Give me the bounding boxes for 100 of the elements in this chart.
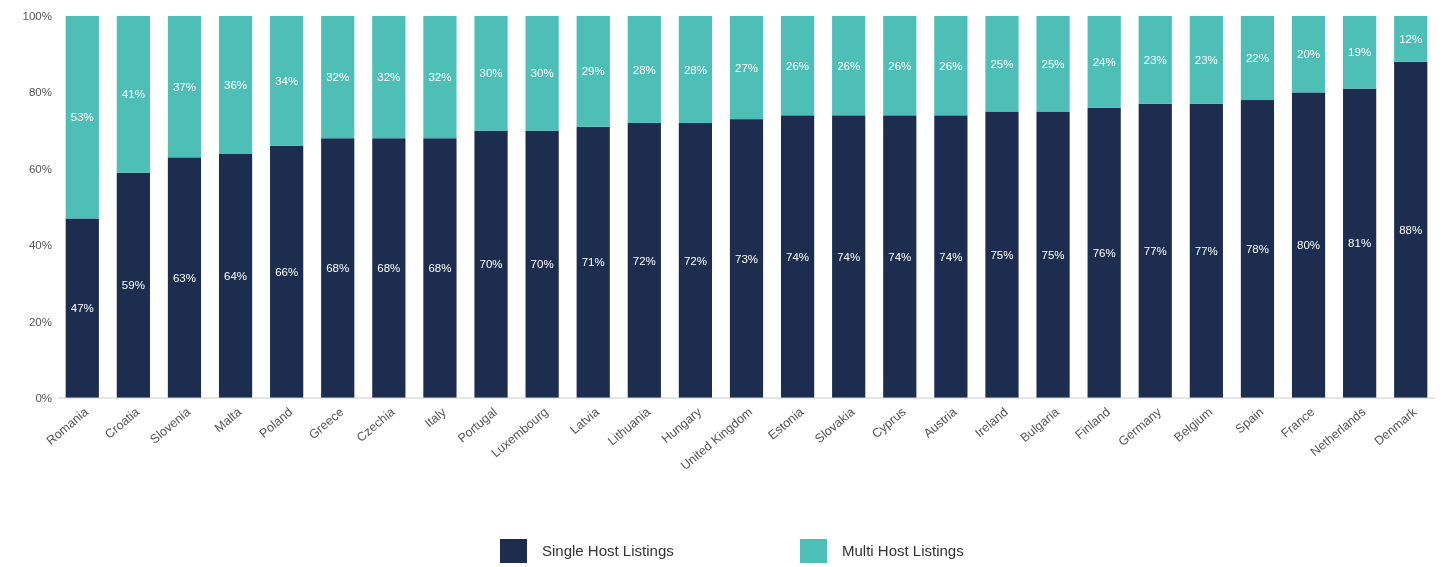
data-label: 68%	[377, 262, 401, 275]
data-label: 30%	[479, 67, 503, 80]
bar	[218, 16, 253, 154]
bar	[116, 172, 150, 398]
data-label: 70%	[479, 258, 503, 271]
bar	[65, 16, 99, 219]
bar	[270, 145, 304, 398]
bar	[576, 126, 610, 398]
data-label: 75%	[990, 248, 1014, 261]
data-label: 88%	[1399, 223, 1423, 236]
bar	[423, 16, 457, 139]
data-label: 23%	[1143, 53, 1167, 66]
data-label: 22%	[1245, 52, 1269, 65]
data-label: 68%	[428, 262, 452, 275]
data-label: 47%	[70, 302, 94, 315]
data-label: 37%	[172, 80, 196, 93]
bar	[116, 16, 150, 173]
bar	[218, 153, 253, 398]
data-label: 28%	[632, 63, 656, 76]
bar	[832, 115, 866, 398]
bar	[167, 16, 202, 158]
data-label: 27%	[734, 61, 759, 74]
bar	[832, 16, 866, 116]
data-label: 71%	[581, 256, 605, 269]
y-tick-label: 40%	[28, 239, 52, 252]
bar	[1240, 100, 1275, 398]
bar	[883, 115, 917, 398]
data-label: 30%	[530, 67, 554, 80]
bar	[576, 16, 610, 127]
bar	[270, 16, 304, 146]
bar	[1394, 16, 1428, 62]
data-label: 26%	[837, 59, 861, 72]
bar	[1138, 103, 1172, 398]
bar	[729, 16, 764, 120]
bar	[934, 16, 968, 116]
bar	[780, 16, 815, 116]
bar	[1036, 111, 1070, 398]
data-label: 41%	[121, 88, 145, 101]
x-tick-label: Italy	[422, 404, 450, 431]
bar	[1343, 88, 1377, 398]
data-label: 26%	[939, 59, 963, 72]
bar	[321, 16, 355, 139]
data-label: 81%	[1348, 237, 1372, 250]
data-label: 20%	[1297, 48, 1321, 61]
data-label: 32%	[377, 71, 401, 84]
bar	[525, 130, 559, 398]
bar	[1343, 16, 1377, 89]
bar	[525, 16, 559, 131]
data-label: 26%	[786, 59, 810, 72]
data-label: 25%	[990, 57, 1014, 70]
data-label: 77%	[1143, 244, 1167, 257]
bar	[729, 119, 764, 398]
y-tick-label: 0%	[35, 392, 52, 405]
data-label: 32%	[326, 71, 350, 84]
data-label: 25%	[1041, 57, 1065, 70]
bar	[678, 122, 713, 398]
data-label: 75%	[1041, 248, 1065, 261]
data-label: 68%	[326, 262, 350, 275]
data-label: 66%	[275, 265, 299, 278]
bar	[627, 122, 661, 398]
data-label: 59%	[121, 279, 145, 292]
data-label: 34%	[275, 74, 299, 87]
bar	[167, 157, 202, 398]
bar	[1291, 92, 1326, 398]
data-label: 80%	[1297, 239, 1321, 252]
bar	[65, 218, 99, 398]
data-label: 77%	[1194, 244, 1218, 257]
bar	[985, 16, 1019, 112]
y-tick-label: 20%	[28, 315, 52, 328]
legend-label: Multi Host Listings	[842, 542, 964, 560]
legend-label: Single Host Listings	[542, 542, 674, 560]
data-label: 23%	[1194, 53, 1218, 66]
data-label: 74%	[939, 250, 963, 263]
bar	[474, 16, 508, 131]
bar	[780, 115, 815, 398]
data-label: 76%	[1092, 246, 1116, 259]
bar	[1087, 107, 1121, 398]
bar	[1291, 16, 1326, 93]
bar	[883, 16, 917, 116]
data-label: 26%	[888, 59, 912, 72]
y-tick-label: 60%	[28, 162, 52, 175]
bar	[423, 138, 457, 398]
bar	[1394, 61, 1428, 398]
bar	[985, 111, 1019, 398]
data-label: 74%	[837, 250, 861, 263]
data-label: 28%	[683, 63, 707, 76]
data-label: 78%	[1245, 243, 1269, 256]
bar	[1087, 16, 1121, 108]
data-label: 32%	[428, 71, 452, 84]
data-label: 53%	[70, 111, 94, 124]
data-label: 12%	[1399, 32, 1423, 45]
data-label: 72%	[632, 254, 656, 267]
data-label: 29%	[581, 65, 605, 78]
data-label: 72%	[683, 254, 707, 267]
bar	[627, 16, 661, 123]
data-label: 63%	[172, 271, 196, 284]
y-tick-label: 100%	[22, 10, 52, 23]
bar	[1189, 103, 1223, 398]
data-label: 64%	[224, 269, 248, 282]
bar	[1189, 16, 1223, 104]
